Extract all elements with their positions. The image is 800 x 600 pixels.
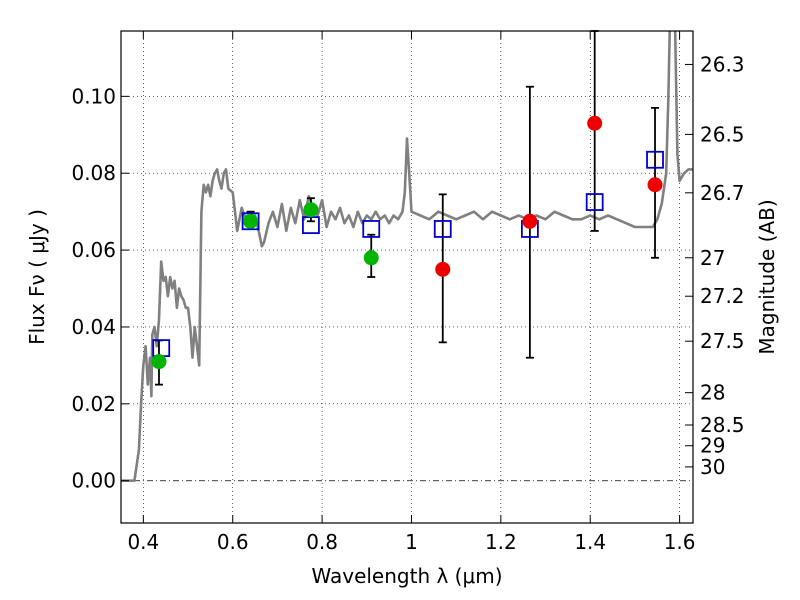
model-square-marker bbox=[433, 220, 452, 238]
model-square-marker bbox=[646, 150, 664, 169]
y-tick-label: 0.04 bbox=[71, 315, 116, 339]
y-axis-title: Flux Fν ( μJy ) bbox=[25, 209, 49, 345]
right-axis-title: Magnitude (AB) bbox=[755, 199, 779, 354]
x-tick-label: 0.8 bbox=[306, 530, 338, 554]
red-data-point bbox=[587, 115, 603, 131]
red-data-point bbox=[435, 261, 451, 277]
x-tick-label: 0.4 bbox=[127, 530, 159, 554]
y-tick-label: 0.00 bbox=[71, 469, 116, 493]
x-tick-label: 1 bbox=[405, 530, 418, 554]
right-tick-label: 27.2 bbox=[700, 284, 745, 308]
model-square-marker bbox=[362, 220, 381, 238]
x-tick-label: 1.6 bbox=[664, 530, 696, 554]
plot-frame bbox=[120, 30, 694, 524]
observed-points-group bbox=[151, 115, 663, 370]
red-data-point bbox=[522, 213, 538, 229]
model-square-marker bbox=[585, 193, 604, 211]
right-tick-label: 26.7 bbox=[700, 181, 745, 205]
x-axis-ticks: 0.4 0.6 0.8 1 1.2 1.4 1.6 bbox=[127, 31, 696, 554]
right-tick-label: 29 bbox=[700, 434, 725, 458]
right-tick-label: 27 bbox=[700, 246, 725, 270]
y-tick-label: 0.08 bbox=[71, 161, 116, 185]
green-data-point bbox=[151, 354, 167, 370]
green-data-point bbox=[303, 202, 319, 218]
x-tick-label: 1.4 bbox=[574, 530, 606, 554]
green-data-point bbox=[243, 213, 259, 229]
x-tick-label: 0.6 bbox=[217, 530, 249, 554]
right-tick-label: 30 bbox=[700, 455, 725, 479]
x-axis-title: Wavelength λ (μm) bbox=[311, 564, 502, 588]
green-data-point bbox=[363, 250, 379, 266]
right-tick-label: 26.3 bbox=[700, 52, 745, 76]
right-tick-label: 28.5 bbox=[700, 413, 745, 437]
y-tick-label: 0.02 bbox=[71, 392, 116, 416]
right-tick-label: 27.5 bbox=[700, 329, 745, 353]
right-tick-label: 26.5 bbox=[700, 122, 745, 146]
x-tick-label: 1.2 bbox=[485, 530, 517, 554]
y-axis-ticks: 0.00 0.02 0.04 0.06 0.08 0.10 bbox=[71, 84, 129, 493]
red-data-point bbox=[647, 177, 663, 193]
y-tick-label: 0.06 bbox=[71, 238, 116, 262]
model-squares-group bbox=[152, 150, 664, 358]
right-tick-label: 28 bbox=[700, 381, 725, 405]
y-tick-label: 0.10 bbox=[71, 84, 116, 108]
grid-lines bbox=[121, 31, 693, 523]
model-square-marker bbox=[241, 212, 260, 231]
